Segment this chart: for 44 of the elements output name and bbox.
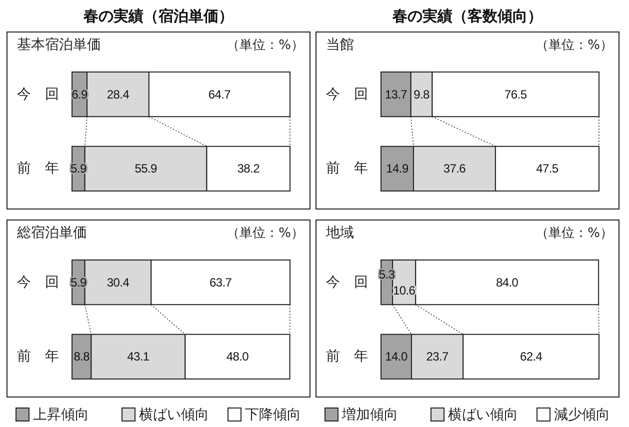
data-label: 23.7 — [426, 350, 449, 364]
data-label: 14.0 — [385, 350, 408, 364]
data-label: 10.6 — [393, 283, 416, 298]
legend-label: 上昇傾向 — [33, 407, 89, 423]
data-label: 37.6 — [443, 162, 466, 176]
data-label: 43.1 — [127, 350, 150, 364]
legend-label: 下降傾向 — [245, 407, 301, 423]
text: （単位：%） — [226, 38, 304, 53]
text: （単位：%） — [226, 226, 304, 241]
text: （単位：%） — [536, 226, 613, 241]
chart-subtitle: 地域 — [325, 225, 354, 241]
data-label: 84.0 — [496, 275, 519, 290]
text: （単位：%） — [536, 38, 613, 53]
legend-label: 横ばい傾向 — [448, 407, 518, 423]
data-label: 38.2 — [237, 162, 260, 176]
y-tick-label: 前 年 — [17, 348, 59, 365]
y-tick-label: 前 年 — [326, 160, 368, 177]
data-label: 14.9 — [386, 162, 409, 176]
data-label: 47.5 — [536, 162, 559, 176]
y-tick-label: 今 回 — [17, 274, 59, 290]
data-label: 9.8 — [414, 87, 430, 102]
data-label: 13.7 — [384, 87, 408, 102]
legend-label: 増加傾向 — [341, 406, 398, 423]
y-tick-label: 前 年 — [326, 348, 368, 365]
chart-subtitle: 当館 — [326, 37, 354, 53]
chart-title: 春の実績（宿泊単価） — [82, 7, 234, 25]
chart-subtitle: 総宿泊単価 — [16, 225, 87, 241]
y-tick-label: 今 回 — [17, 86, 59, 102]
data-label: 48.0 — [226, 350, 250, 364]
data-label: 64.7 — [208, 87, 232, 102]
y-tick-label: 今 回 — [326, 86, 368, 102]
data-label: 76.5 — [504, 87, 528, 102]
legend-label: 横ばい傾向 — [139, 407, 209, 423]
legend-label: 減少傾向 — [554, 407, 610, 423]
chart-subtitle: 基本宿泊単価 — [17, 37, 101, 53]
data-label: 8.8 — [74, 350, 90, 364]
data-label: 30.4 — [106, 275, 130, 290]
data-label: 63.7 — [209, 275, 232, 290]
data-label: 62.4 — [520, 350, 543, 364]
y-tick-label: 今 回 — [326, 274, 368, 290]
data-label: 55.9 — [134, 162, 158, 176]
y-tick-label: 前 年 — [17, 160, 59, 177]
chart-title: 春の実績（客数傾向） — [392, 7, 542, 25]
data-label: 28.4 — [106, 87, 130, 102]
